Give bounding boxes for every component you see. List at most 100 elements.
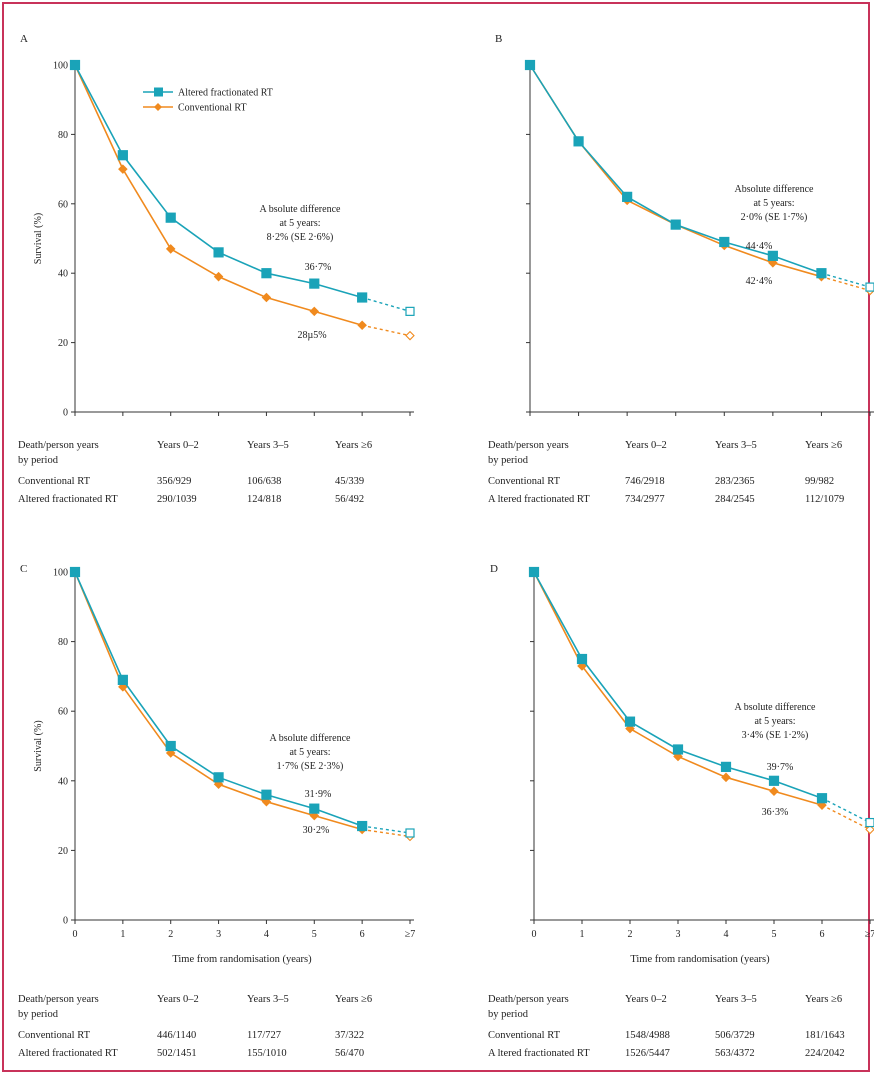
x-tick-label: ≥7: [405, 929, 416, 940]
data-point: [672, 744, 684, 755]
x-tick-label: 0: [73, 929, 78, 940]
table-column-header: Years ≥6: [335, 994, 372, 1005]
series-conventional-rt: [70, 567, 415, 842]
table-cell: 1526/5447: [625, 1048, 670, 1059]
data-point: [576, 653, 588, 665]
series-line: [529, 64, 822, 278]
table-cell: 56/492: [335, 494, 364, 505]
data-point: [670, 219, 681, 230]
data-point: [213, 247, 224, 258]
series-line-extrapolated: [361, 324, 411, 337]
y-tick-label: 40: [58, 776, 68, 787]
table-row-label: Conventional RT: [488, 476, 561, 487]
panel-a: A 0 20 40 60 80 100 Survival (%) Altered fractio…: [18, 33, 415, 505]
series-line-extrapolated: [361, 296, 411, 313]
annotation-line: Absolute difference: [735, 184, 815, 195]
table-cell: 502/1451: [157, 1048, 197, 1059]
table-row-label: A ltered fractionated RT: [488, 1048, 590, 1059]
value-label: 39·7%: [767, 762, 794, 773]
series-line-extrapolated: [821, 797, 871, 824]
table-cell: 290/1039: [157, 494, 197, 505]
table-cell: 112/1079: [805, 494, 844, 505]
x-tick-label: 3: [676, 929, 681, 940]
x-tick-label: 4: [264, 929, 269, 940]
table-cell: 506/3729: [715, 1030, 755, 1041]
data-point: [524, 59, 536, 71]
table-header-sublabel: by period: [488, 1009, 529, 1020]
panel-d: D 0 1 2 3 4 5 6 ≥7 Time from randomisation (years…: [488, 563, 874, 1059]
y-tick-label: 20: [58, 338, 68, 349]
table-header-label: Death/person years: [18, 994, 99, 1005]
table-cell: 563/4372: [715, 1048, 755, 1059]
data-point: [721, 772, 731, 783]
y-tick-label: 0: [63, 408, 68, 419]
data-point: [573, 136, 584, 147]
table-cell: 746/2918: [625, 476, 665, 487]
data-point: [309, 803, 320, 814]
data-point: [865, 824, 874, 835]
table-cell: 37/322: [335, 1030, 364, 1041]
panel-letter: C: [20, 563, 27, 575]
series-altered-fractionated-rt: [69, 59, 415, 316]
data-point: [816, 268, 827, 279]
table-cell: 181/1643: [805, 1030, 845, 1041]
table-column-header: Years 0–2: [157, 440, 199, 451]
data-point: [118, 164, 128, 174]
y-tick-label: 80: [58, 637, 68, 648]
x-tick-label: ≥7: [865, 929, 874, 940]
data-point: [213, 772, 224, 783]
legend-item: Conventional RT: [143, 103, 247, 114]
data-point: [720, 761, 732, 772]
data-point: [357, 320, 367, 331]
table-row-label: Conventional RT: [488, 1030, 561, 1041]
table-header-label: Death/person years: [18, 440, 99, 451]
y-tick-label: 40: [58, 269, 68, 280]
legend-label: Altered fractionated RT: [178, 88, 273, 99]
x-tick-label: 2: [628, 929, 633, 940]
y-tick-label: 20: [58, 846, 68, 857]
data-point: [528, 566, 540, 578]
table-row-label: Altered fractionated RT: [18, 494, 118, 505]
x-axis-label: Time from randomisation (years): [630, 954, 770, 965]
x-tick-label: 5: [772, 929, 777, 940]
table-cell: 99/982: [805, 476, 834, 487]
table-column-header: Years ≥6: [805, 994, 842, 1005]
annotation-line: 1·7% (SE 2·3%): [277, 761, 344, 772]
table-row: Conventional RT 746/2918 283/2365 99/982: [488, 476, 834, 487]
table-row: Altered fractionated RT 502/1451 155/1010 5…: [18, 1048, 364, 1059]
data-point: [405, 828, 415, 838]
data-point: [405, 306, 415, 316]
x-tick-label: 3: [216, 929, 221, 940]
death-table: Death/person years by period Years 0–2 Year…: [18, 994, 372, 1059]
x-tick-label: 1: [120, 929, 125, 940]
series-line-extrapolated: [362, 828, 411, 838]
table-column-header: Years 3–5: [247, 440, 289, 451]
table-column-header: Years 0–2: [625, 440, 667, 451]
series-line: [529, 64, 822, 274]
value-label: 42·4%: [746, 276, 773, 287]
annotation-line: A bsolute difference: [270, 733, 351, 744]
table-cell: 117/727: [247, 1030, 281, 1041]
data-point: [117, 150, 128, 161]
table-header-label: Death/person years: [488, 440, 569, 451]
annotation-line: at 5 years:: [279, 218, 320, 229]
data-point: [165, 244, 176, 254]
table-cell: 734/2977: [625, 494, 665, 505]
x-tick-label: 4: [724, 929, 729, 940]
data-point: [117, 674, 128, 685]
panel-letter: D: [490, 563, 498, 575]
legend-label: Conventional RT: [178, 103, 247, 114]
annotation-line: at 5 years:: [289, 747, 330, 758]
series-altered-fractionated-rt: [528, 566, 874, 828]
data-point: [165, 740, 176, 752]
series-altered-fractionated-rt: [69, 566, 415, 838]
data-point: [357, 292, 368, 303]
y-tick-label: 100: [53, 61, 68, 72]
x-tick-label: 6: [820, 929, 825, 940]
table-cell: 284/2545: [715, 494, 755, 505]
data-point: [261, 292, 272, 303]
annotation-line: at 5 years:: [753, 198, 794, 209]
table-column-header: Years 3–5: [715, 994, 757, 1005]
